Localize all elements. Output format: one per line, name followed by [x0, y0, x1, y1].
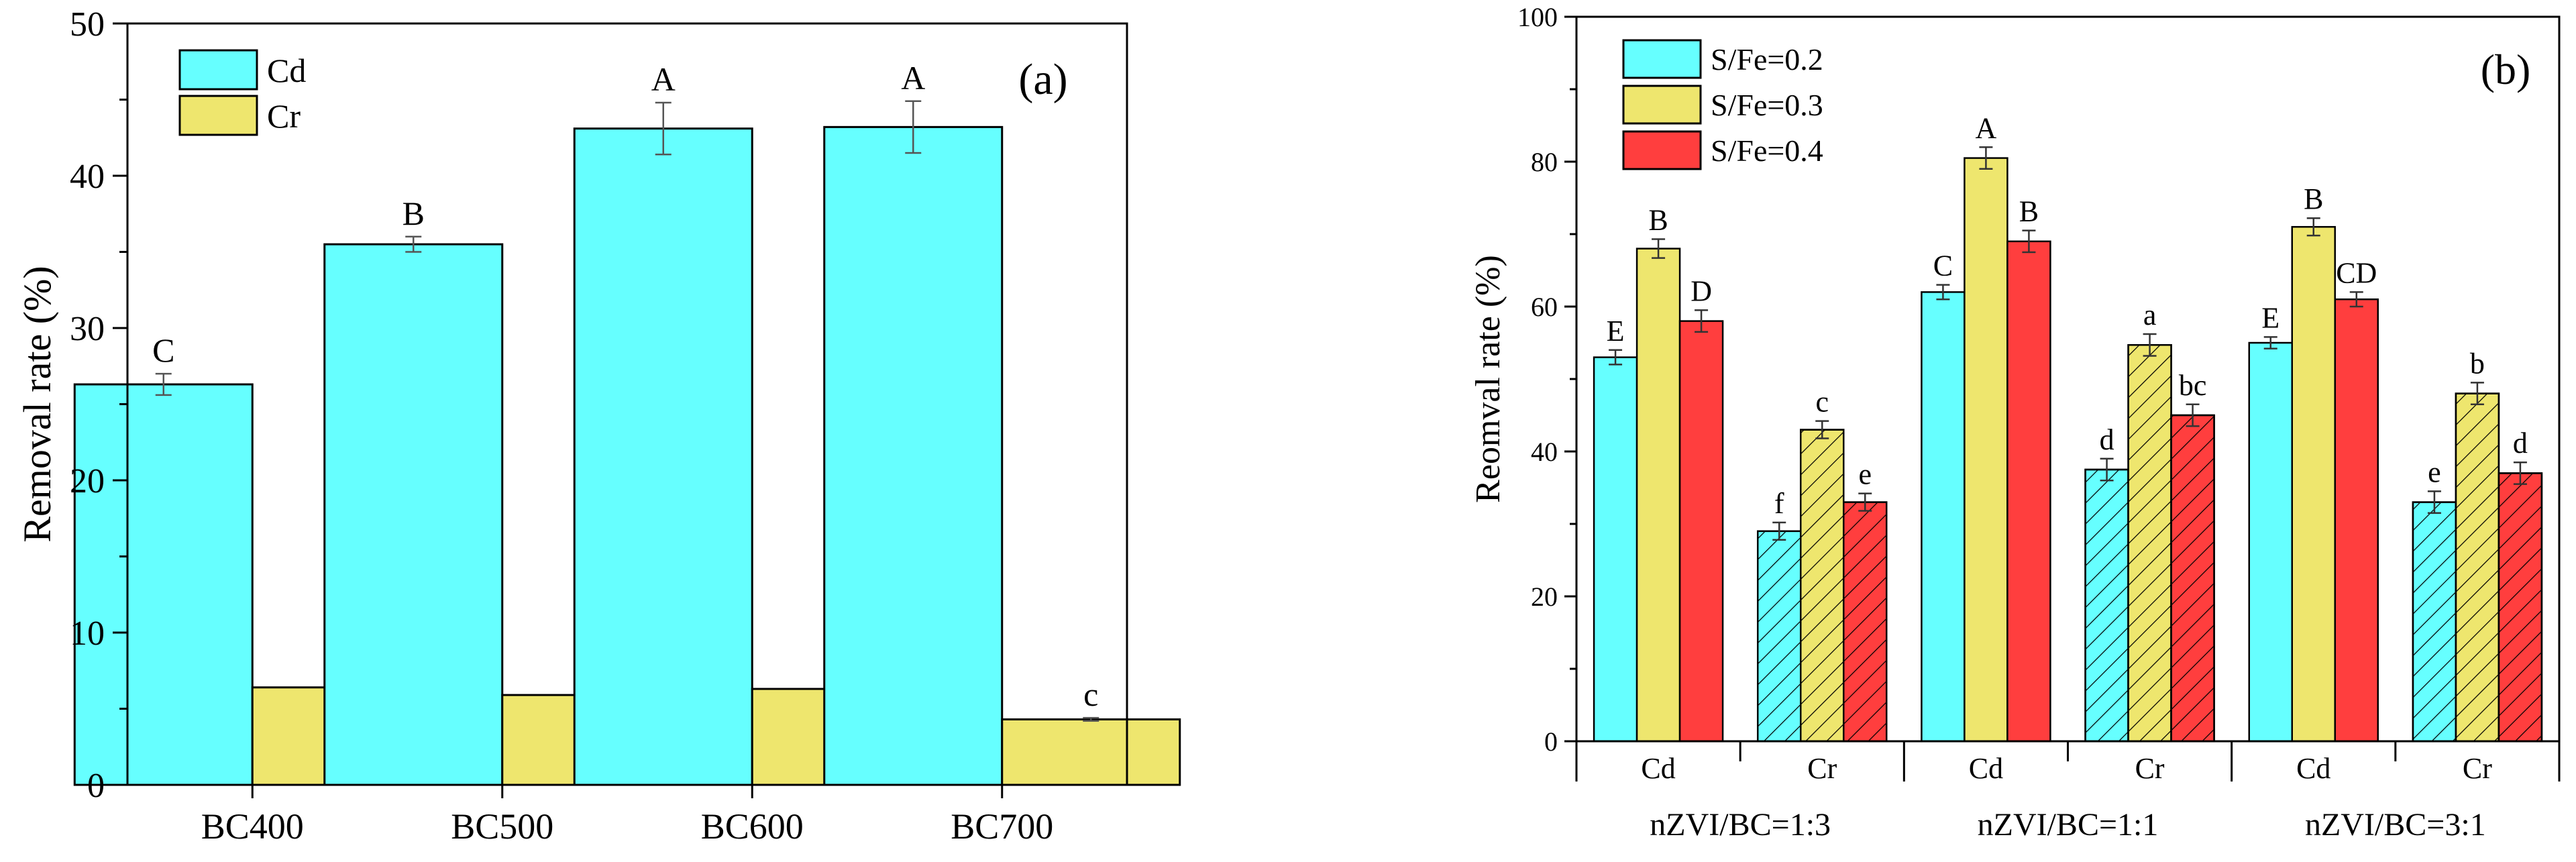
bar-a	[1001, 718, 1181, 786]
legend-label-b: S/Fe=0.3	[1711, 88, 1823, 122]
y-tick-label-a: 0	[87, 767, 105, 805]
x-tick-label-a: BC400	[201, 806, 304, 847]
chart-b-frame	[1575, 15, 2561, 743]
chart-a-axes: 0 10 20 30 40 50 BC400 BC500 BC600 BC700	[70, 5, 1053, 847]
data-label-b: e	[2428, 455, 2441, 488]
x-tick-label-a: BC600	[701, 806, 804, 847]
subgroup-label-b: Cd	[1969, 752, 2003, 785]
data-label-b: B	[1648, 204, 1668, 237]
y-tick-label-a: 20	[70, 462, 105, 500]
data-label-a: c	[1083, 676, 1098, 713]
subgroup-label-b: Cr	[2135, 752, 2165, 785]
data-label-b: bc	[2179, 369, 2207, 402]
bar-hatch-b	[1757, 530, 1802, 743]
group-label-b: nZVI/BC=1:1	[1978, 807, 2159, 843]
subgroup-label-b: Cr	[1807, 752, 1837, 785]
data-label-b: B	[2019, 195, 2039, 228]
data-label-b: E	[2261, 301, 2279, 334]
bar-b	[1921, 291, 1966, 743]
chart-b-ylabel: Reomval rate (%)	[1469, 255, 1507, 503]
data-label-b: CD	[2336, 256, 2377, 289]
data-label-b: e	[1858, 458, 1872, 491]
data-label-b: a	[2143, 299, 2157, 331]
data-label-b: D	[1690, 274, 1712, 307]
data-label-a: A	[901, 59, 925, 97]
y-tick-label-b: 80	[1531, 147, 1558, 177]
legend-label-b: S/Fe=0.4	[1711, 133, 1823, 168]
bar-b	[1635, 248, 1681, 743]
group-label-b: nZVI/BC=3:1	[2305, 807, 2486, 843]
bar-a	[573, 127, 753, 786]
data-label-b: A	[1976, 111, 1997, 144]
subgroup-label-b: Cd	[1641, 752, 1675, 785]
legend-swatch-b	[1622, 85, 1702, 125]
bar-a	[823, 125, 1004, 786]
bar-a	[323, 243, 504, 786]
x-tick-label-a: BC500	[451, 806, 553, 847]
chart-a-marks: CaBbAabAc	[73, 59, 1181, 786]
x-tick-label-a: BC700	[951, 806, 1053, 847]
data-label-b: C	[1933, 250, 1953, 282]
data-label-a: C	[152, 331, 174, 369]
legend-swatch-a	[178, 49, 258, 91]
y-tick-label-a: 40	[70, 158, 105, 196]
chart-b-panel-label: (b)	[2481, 46, 2531, 93]
bar-hatch-b	[2498, 472, 2543, 743]
bar-b	[1593, 356, 1638, 743]
y-tick-label-a: 50	[70, 5, 105, 44]
bar-b	[1678, 320, 1724, 743]
data-label-a: A	[651, 60, 676, 98]
chart-b-axes: 0 20 40 60 80 100 nZVI/BC=1:3 Cd Cr nZVI/BC=1:1 Cd…	[1517, 2, 2561, 843]
legend-label-a: Cr	[267, 97, 301, 135]
bar-hatch-b	[1843, 501, 1888, 743]
legend-label-b: S/Fe=0.2	[1711, 42, 1823, 76]
subgroup-label-b: Cd	[2296, 752, 2330, 785]
bar-hatch-b	[2412, 501, 2457, 743]
data-label-b: B	[2304, 182, 2323, 215]
chart-panel-a: CaBbAabAc 0 10 20 30 40 50 BC400 BC500 BC600 BC70…	[15, 5, 1181, 847]
data-label-b: b	[2470, 347, 2485, 380]
chart-a-panel-label: (a)	[1018, 55, 1067, 104]
y-tick-label-b: 40	[1531, 437, 1558, 467]
bar-b	[1964, 157, 2008, 743]
y-tick-label-b: 20	[1531, 582, 1558, 612]
chart-b-legend: S/Fe=0.2 S/Fe=0.3 S/Fe=0.4	[1622, 39, 1823, 170]
data-label-b: d	[2513, 427, 2528, 460]
y-tick-label-b: 0	[1544, 726, 1558, 757]
chart-panel-b: E B Df c e C A Bd a bc E B CD e b d 0 20 40 60 80 100 nZVI/BC…	[1469, 2, 2561, 843]
legend-swatch-b	[1622, 39, 1702, 79]
bar-hatch-b	[1800, 429, 1845, 743]
data-label-b: E	[1607, 315, 1625, 347]
chart-a-ylabel: Removal rate (%)	[15, 266, 59, 542]
data-label-b: d	[2100, 423, 2114, 456]
bar-b	[2006, 240, 2051, 743]
bar-hatch-b	[2455, 392, 2500, 743]
y-tick-label-a: 10	[70, 614, 105, 653]
legend-swatch-b	[1622, 130, 1702, 170]
y-tick-label-a: 30	[70, 310, 105, 348]
y-tick-label-b: 60	[1531, 292, 1558, 322]
bar-b	[2334, 298, 2379, 743]
bar-hatch-b	[2170, 414, 2215, 743]
legend-label-a: Cd	[267, 52, 306, 89]
bar-hatch-b	[2127, 343, 2172, 743]
y-tick-label-b: 100	[1517, 2, 1558, 32]
bar-b	[2248, 341, 2293, 743]
data-label-b: c	[1815, 386, 1829, 419]
group-label-b: nZVI/BC=1:3	[1650, 807, 1831, 843]
chart-b-marks: E B Df c e C A Bd a bc E B CD e b d	[1593, 111, 2543, 743]
bar-hatch-b	[2084, 468, 2129, 743]
chart-a-legend: Cd Cr	[178, 49, 306, 136]
data-label-b: f	[1774, 487, 1784, 520]
data-label-a: B	[402, 195, 425, 232]
subgroup-label-b: Cr	[2463, 752, 2492, 785]
bar-a	[73, 383, 254, 786]
legend-swatch-a	[178, 95, 258, 136]
bar-b	[2291, 225, 2336, 743]
